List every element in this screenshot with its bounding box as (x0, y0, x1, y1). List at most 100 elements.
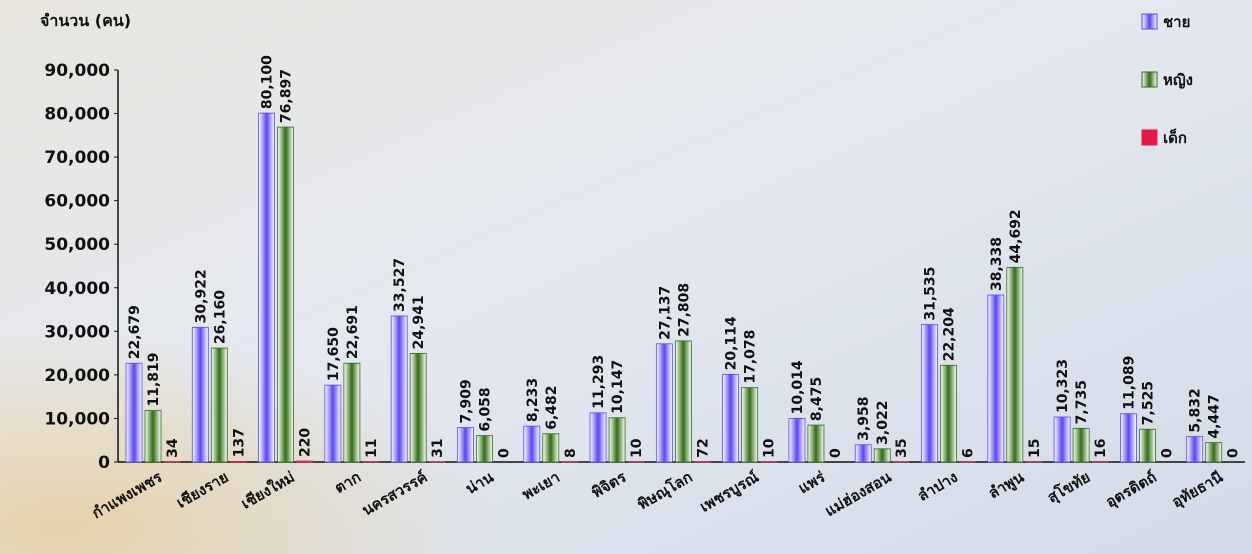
value-label: 7,909 (458, 379, 474, 423)
bar (390, 315, 408, 463)
bar (277, 126, 294, 463)
bar (722, 373, 740, 463)
y-tick-label: 50,000 (44, 235, 110, 255)
y-tick-label: 60,000 (44, 192, 110, 212)
bar (655, 343, 673, 463)
value-label: 8,233 (525, 378, 541, 422)
y-tick-label: 10,000 (44, 409, 110, 429)
legend-label: หญิง (1163, 71, 1193, 89)
value-label: 0 (828, 448, 844, 458)
value-label: 17,650 (326, 327, 342, 381)
legend-swatch (1141, 71, 1158, 88)
y-tick-label: 90,000 (44, 61, 110, 81)
bar (608, 417, 626, 463)
value-label: 137 (231, 428, 247, 457)
bar (987, 294, 1005, 463)
value-label: 26,160 (212, 290, 228, 344)
y-tick-label: 20,000 (44, 366, 110, 386)
bar (1205, 442, 1223, 463)
value-label: 7,525 (1140, 381, 1156, 425)
value-label: 31 (430, 438, 446, 457)
bar (1139, 428, 1156, 463)
legend-swatch (1141, 129, 1158, 146)
bar (523, 425, 541, 463)
value-label: 6,058 (477, 387, 493, 431)
bar (258, 112, 275, 463)
bar (125, 362, 143, 463)
value-label: 10 (762, 438, 778, 458)
bar (457, 427, 474, 463)
bar (476, 435, 493, 463)
value-label: 44,692 (1008, 209, 1024, 263)
value-label: 7,735 (1074, 380, 1090, 424)
bar (296, 460, 313, 463)
value-label: 15 (1027, 438, 1043, 457)
bar (674, 340, 692, 463)
legend-swatch (1141, 13, 1158, 30)
value-label: 22,679 (127, 305, 143, 359)
value-label: 11 (364, 438, 380, 457)
value-label: 5,832 (1188, 388, 1204, 432)
value-label: 11,089 (1121, 356, 1137, 410)
y-tick-label: 70,000 (44, 148, 110, 168)
bar (921, 324, 938, 463)
value-label: 8 (563, 448, 579, 458)
y-tick-label: 40,000 (44, 279, 110, 299)
value-label: 10 (629, 438, 645, 458)
value-label: 27,137 (657, 286, 673, 340)
value-label: 11,293 (591, 355, 607, 409)
bar (191, 326, 209, 463)
value-label: 17,078 (743, 330, 759, 384)
bar (1072, 427, 1090, 463)
value-label: 16 (1093, 438, 1109, 457)
value-label: 0 (496, 448, 512, 458)
value-label: 6 (961, 448, 977, 458)
y-axis-label: จำนวน (คน) (40, 11, 131, 30)
value-label: 80,100 (260, 55, 276, 109)
value-label: 72 (695, 438, 711, 457)
value-label: 3,022 (875, 401, 891, 445)
value-label: 31,535 (923, 267, 939, 321)
y-tick-label: 0 (98, 453, 110, 473)
value-label: 33,527 (392, 258, 408, 312)
value-label: 24,941 (411, 295, 427, 349)
value-label: 30,922 (193, 269, 209, 323)
bar (144, 410, 162, 463)
value-label: 38,338 (989, 237, 1005, 291)
bar (589, 412, 607, 463)
legend-label: ชาย (1163, 13, 1190, 31)
value-label: 0 (1159, 448, 1175, 458)
value-label: 76,897 (279, 69, 295, 123)
bar (229, 461, 247, 463)
value-label: 22,204 (942, 307, 958, 361)
value-label: 10,147 (610, 360, 626, 414)
bar (807, 424, 825, 463)
bar (324, 384, 342, 463)
bar (1006, 266, 1024, 463)
value-label: 220 (298, 428, 314, 457)
value-label: 34 (165, 438, 181, 458)
value-label: 10,014 (790, 360, 806, 414)
bar (210, 347, 228, 463)
value-label: 11,819 (146, 352, 162, 406)
bar (854, 444, 872, 463)
bar (741, 387, 759, 463)
value-label: 4,447 (1207, 394, 1223, 438)
bar (1120, 413, 1137, 463)
y-tick-label: 30,000 (44, 322, 110, 342)
value-label: 27,808 (676, 283, 692, 337)
value-label: 8,475 (809, 377, 825, 421)
y-tick-label: 80,000 (44, 105, 110, 125)
bar (409, 352, 427, 463)
value-label: 35 (894, 438, 910, 457)
value-label: 0 (1226, 448, 1242, 458)
value-label: 10,323 (1055, 359, 1071, 413)
bar (542, 433, 560, 463)
bar (940, 364, 957, 463)
bar (873, 448, 891, 463)
bar (1053, 416, 1071, 463)
value-label: 6,482 (544, 385, 560, 429)
bar (343, 362, 361, 463)
value-label: 20,114 (724, 316, 740, 370)
